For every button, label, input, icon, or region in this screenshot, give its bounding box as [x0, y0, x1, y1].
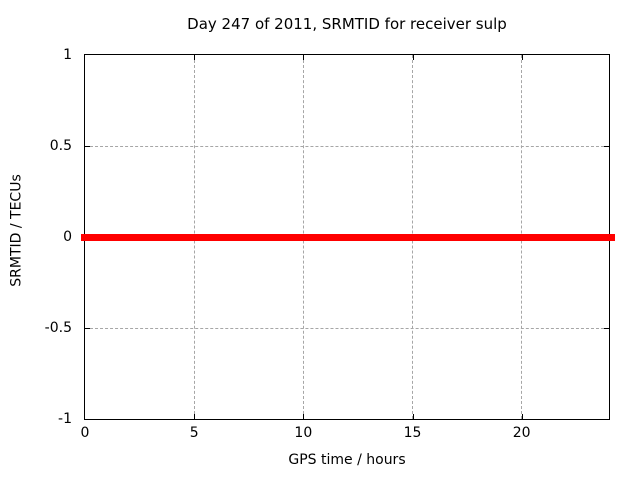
x-tick-mark-bottom — [303, 414, 305, 419]
y-tick-mark-right — [604, 328, 609, 329]
y-tick-label: 0 — [63, 229, 72, 245]
x-tick-mark-top — [194, 55, 196, 60]
x-tick-mark-top — [412, 55, 414, 60]
x-tick-label: 20 — [512, 425, 531, 441]
y-tick-label: -1 — [58, 411, 72, 427]
x-tick-label: 0 — [80, 425, 90, 441]
x-tick-mark-top — [303, 55, 305, 60]
chart-title: Day 247 of 2011, SRMTID for receiver sul… — [187, 15, 507, 33]
x-tick-mark-top — [521, 55, 523, 60]
y-axis-label: SRMTID / TECUs — [8, 174, 25, 287]
y-tick-mark-right — [604, 146, 609, 147]
plot-area — [81, 54, 615, 420]
x-tick-mark-bottom — [412, 414, 414, 419]
h-gridline — [85, 145, 609, 147]
x-axis-label: GPS time / hours — [288, 452, 406, 468]
y-tick-label: -0.5 — [44, 320, 72, 336]
x-tick-label: 10 — [294, 425, 313, 441]
series-line-srmtid — [81, 233, 615, 241]
x-tick-mark-bottom — [194, 414, 196, 419]
x-tick-label: 5 — [189, 425, 199, 441]
h-gridline — [85, 327, 609, 329]
y-tick-mark-left — [85, 328, 90, 329]
y-tick-label: 0.5 — [49, 138, 72, 154]
y-tick-mark-left — [85, 146, 90, 147]
y-tick-label: 1 — [63, 47, 72, 63]
x-tick-label: 15 — [403, 425, 422, 441]
x-tick-mark-bottom — [521, 414, 523, 419]
